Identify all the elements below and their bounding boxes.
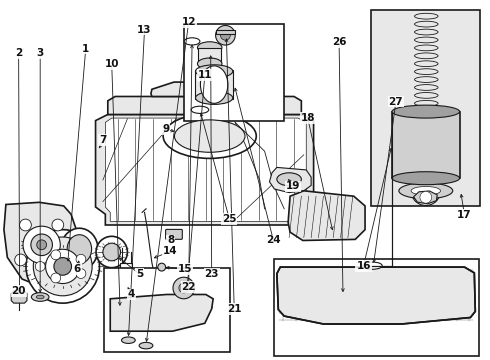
Text: 27: 27 xyxy=(389,96,403,107)
Circle shape xyxy=(179,283,189,293)
Text: 8: 8 xyxy=(167,235,174,246)
Circle shape xyxy=(411,176,441,206)
Circle shape xyxy=(76,269,86,278)
Ellipse shape xyxy=(191,106,209,113)
Text: 21: 21 xyxy=(227,304,242,314)
Text: 23: 23 xyxy=(204,269,219,279)
Bar xyxy=(120,263,132,284)
Circle shape xyxy=(220,30,230,40)
Ellipse shape xyxy=(363,262,382,269)
Circle shape xyxy=(23,226,60,264)
Circle shape xyxy=(76,255,86,264)
Bar xyxy=(371,10,480,206)
Text: 3: 3 xyxy=(37,48,44,58)
Bar xyxy=(195,70,233,99)
Ellipse shape xyxy=(197,58,222,69)
Circle shape xyxy=(37,240,47,250)
Text: 26: 26 xyxy=(332,37,346,48)
Circle shape xyxy=(52,219,64,231)
Ellipse shape xyxy=(411,186,441,195)
Ellipse shape xyxy=(184,38,200,45)
Ellipse shape xyxy=(399,183,453,199)
Polygon shape xyxy=(414,191,437,204)
Text: 20: 20 xyxy=(11,286,26,296)
Polygon shape xyxy=(96,114,314,225)
Ellipse shape xyxy=(139,342,153,349)
Text: 18: 18 xyxy=(300,113,315,123)
Bar xyxy=(198,48,221,64)
Circle shape xyxy=(26,230,99,303)
Circle shape xyxy=(31,234,52,256)
Text: 14: 14 xyxy=(163,246,178,256)
Text: 9: 9 xyxy=(162,124,169,134)
Polygon shape xyxy=(105,118,306,221)
Text: 19: 19 xyxy=(286,181,300,192)
Text: 11: 11 xyxy=(197,70,212,80)
Ellipse shape xyxy=(163,114,256,158)
Circle shape xyxy=(51,273,61,283)
Polygon shape xyxy=(277,267,475,324)
Text: 17: 17 xyxy=(457,210,472,220)
Ellipse shape xyxy=(196,65,233,78)
Circle shape xyxy=(35,261,45,271)
Text: 25: 25 xyxy=(222,214,237,224)
Polygon shape xyxy=(110,294,213,331)
Ellipse shape xyxy=(61,228,98,270)
Polygon shape xyxy=(270,167,311,193)
Circle shape xyxy=(46,249,80,284)
Text: 16: 16 xyxy=(356,261,371,271)
Bar xyxy=(184,24,284,121)
Circle shape xyxy=(15,254,26,266)
Ellipse shape xyxy=(200,66,228,103)
Ellipse shape xyxy=(196,91,233,104)
Circle shape xyxy=(20,219,31,231)
Ellipse shape xyxy=(122,337,135,343)
Text: 10: 10 xyxy=(104,59,119,69)
Text: 12: 12 xyxy=(181,17,196,27)
Ellipse shape xyxy=(392,105,460,118)
Polygon shape xyxy=(151,82,269,96)
Ellipse shape xyxy=(277,173,301,186)
Bar xyxy=(392,112,460,178)
Circle shape xyxy=(51,250,61,260)
Ellipse shape xyxy=(67,235,92,264)
Text: 6: 6 xyxy=(74,264,81,274)
Bar xyxy=(274,259,479,356)
Text: 24: 24 xyxy=(266,235,281,246)
Circle shape xyxy=(96,236,127,268)
Circle shape xyxy=(57,254,69,266)
Ellipse shape xyxy=(392,172,460,185)
FancyBboxPatch shape xyxy=(166,229,182,239)
Bar xyxy=(216,30,235,34)
Text: 13: 13 xyxy=(137,24,152,35)
Ellipse shape xyxy=(197,42,222,53)
Text: 2: 2 xyxy=(15,48,22,58)
Polygon shape xyxy=(11,291,27,303)
Polygon shape xyxy=(288,191,365,240)
Polygon shape xyxy=(176,135,245,149)
Text: 1: 1 xyxy=(82,44,89,54)
Circle shape xyxy=(216,26,235,45)
Text: 7: 7 xyxy=(99,135,107,145)
Polygon shape xyxy=(4,202,78,288)
Circle shape xyxy=(173,277,195,299)
Ellipse shape xyxy=(31,293,49,301)
Circle shape xyxy=(33,237,92,296)
Circle shape xyxy=(103,243,121,261)
Ellipse shape xyxy=(174,120,245,152)
Bar xyxy=(104,268,230,352)
Circle shape xyxy=(54,258,72,275)
Circle shape xyxy=(420,192,432,203)
Text: 22: 22 xyxy=(181,282,196,292)
Circle shape xyxy=(158,263,166,271)
Text: 15: 15 xyxy=(178,264,193,274)
Polygon shape xyxy=(108,96,301,114)
Text: 5: 5 xyxy=(136,269,143,279)
Text: 4: 4 xyxy=(127,289,135,300)
Ellipse shape xyxy=(36,295,44,299)
